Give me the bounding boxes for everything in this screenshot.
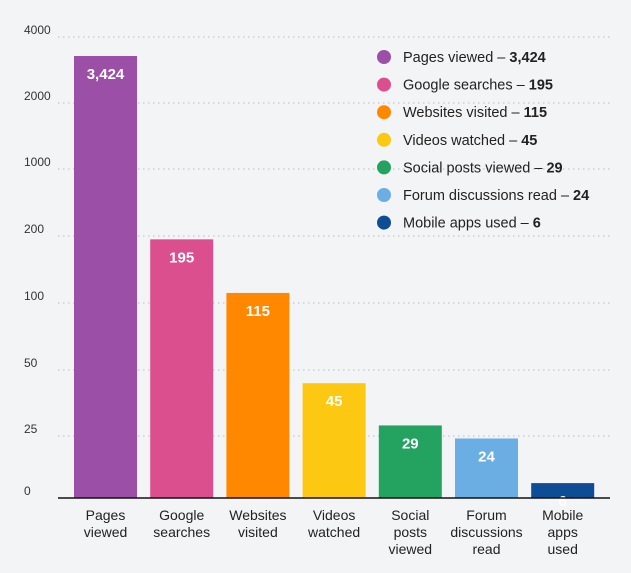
legend-value: 45	[521, 133, 537, 149]
y-tick-label-50: 50	[24, 356, 38, 370]
legend-marker-4	[377, 160, 391, 175]
legend-label: Pages viewed –	[403, 50, 509, 66]
bar-1	[150, 239, 214, 498]
x-category-line: discussions	[450, 524, 522, 540]
bar-value-label-4: 29	[402, 435, 419, 452]
legend-value: 3,424	[509, 50, 545, 66]
x-category-line: Mobile	[542, 507, 583, 523]
bar-value-label-2: 115	[246, 303, 270, 320]
legend-entry-5: Forum discussions read – 24	[403, 188, 589, 204]
bar-value-label-5: 24	[478, 448, 495, 465]
legend-label: Mobile apps used –	[403, 216, 533, 232]
legend-label: Websites visited –	[403, 105, 524, 121]
legend-entry-6: Mobile apps used – 6	[403, 216, 541, 232]
x-category-label-4: Social posts viewed	[389, 507, 433, 557]
legend-value: 6	[533, 216, 541, 232]
y-tick-label-200: 200	[24, 222, 44, 236]
legend-label: Forum discussions read –	[403, 188, 573, 204]
grid-lines	[58, 36, 610, 437]
x-category-label-3: Videos watched	[307, 507, 360, 540]
x-category-line: Pages	[86, 507, 126, 523]
bar-value-label-6: 6	[559, 493, 567, 510]
x-category-line: watched	[307, 524, 360, 540]
bar-value-label-0: 3,424	[87, 66, 125, 83]
legend-entry-0: Pages viewed – 3,424	[403, 50, 546, 66]
y-tick-label-100: 100	[24, 289, 44, 303]
x-category-line: used	[548, 541, 578, 557]
bars: 3,424 195 115 45 29 24 6	[74, 56, 595, 510]
legend-entry-1: Google searches – 195	[403, 78, 553, 94]
x-category-line: visited	[238, 524, 278, 540]
legend: Pages viewed – 3,424 Google searches – 19…	[377, 50, 589, 232]
legend-value: 24	[573, 188, 589, 204]
y-tick-label-2000: 2000	[24, 89, 51, 103]
y-tick-label-0: 0	[24, 484, 31, 498]
x-category-line: viewed	[84, 524, 128, 540]
bar-value-label-3: 45	[326, 393, 343, 410]
x-category-line: Forum	[466, 507, 506, 523]
x-category-line: posts	[394, 524, 427, 540]
legend-marker-2	[377, 105, 391, 120]
x-category-line: Google	[159, 507, 204, 523]
legend-marker-0	[377, 50, 391, 64]
x-category-line: searches	[153, 524, 210, 540]
x-category-label-1: Google searches	[153, 507, 210, 540]
legend-marker-5	[377, 188, 391, 202]
x-category-line: Websites	[229, 507, 286, 523]
x-category-label-6: Mobile apps used	[542, 507, 583, 557]
bar-6	[531, 483, 595, 498]
legend-value: 29	[546, 160, 562, 176]
bar-0	[74, 56, 137, 499]
legend-label: Social posts viewed –	[403, 160, 546, 176]
y-axis-ticks: 0 25 50 100 200 1000 2000 4000	[24, 23, 51, 498]
x-category-label-0: Pages viewed	[84, 507, 128, 540]
x-category-line: viewed	[389, 541, 433, 557]
legend-marker-6	[377, 215, 391, 230]
legend-value: 115	[524, 105, 547, 121]
legend-entry-4: Social posts viewed – 29	[403, 160, 563, 176]
bar-value-label-1: 195	[169, 249, 194, 266]
y-tick-label-1000: 1000	[24, 155, 51, 169]
bar-4	[378, 425, 442, 498]
bar-2	[226, 292, 290, 498]
x-category-line: read	[472, 541, 500, 557]
legend-marker-1	[377, 77, 391, 92]
legend-label: Google searches –	[403, 78, 529, 94]
x-category-line: Videos	[313, 507, 356, 523]
legend-value: 195	[529, 78, 553, 94]
y-tick-label-4000: 4000	[24, 23, 51, 37]
bar-3	[302, 383, 366, 498]
x-category-line: apps	[548, 524, 578, 540]
y-tick-label-25: 25	[24, 422, 38, 436]
x-category-label-2: Websites visited	[229, 507, 286, 540]
x-category-label-5: Forum discussions read	[450, 507, 522, 557]
legend-label: Videos watched –	[403, 133, 521, 149]
legend-entry-3: Videos watched – 45	[403, 133, 537, 149]
legend-marker-3	[377, 132, 391, 147]
x-category-line: Social	[391, 507, 429, 523]
bar-5	[455, 438, 518, 498]
legend-entry-2: Websites visited – 115	[403, 105, 547, 121]
